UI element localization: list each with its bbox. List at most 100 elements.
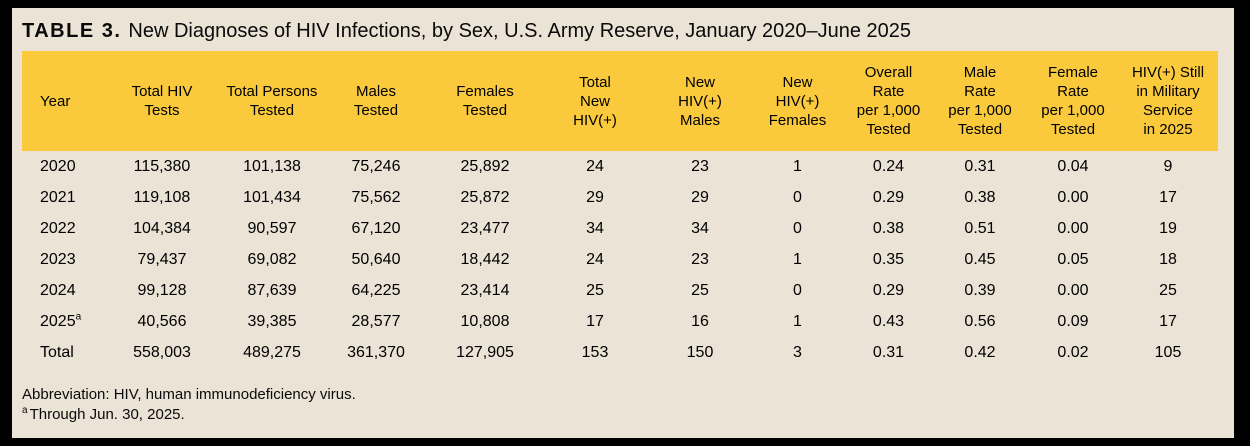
hiv-diagnoses-table: Year Total HIV Tests Total Persons Teste… [22, 51, 1218, 368]
column-header-male-rate: Male Rate per 1,000 Tested [932, 51, 1028, 151]
value-cell: 25 [1159, 281, 1177, 299]
value-cell: 28,577 [351, 312, 401, 330]
column-header-total-new-hiv: Total New HIV(+) [540, 51, 650, 151]
value-cell: 64,225 [351, 281, 401, 299]
value-cell: 40,566 [137, 312, 187, 330]
footnote-marker: a [75, 311, 82, 323]
footnote-line: a Through Jun. 30, 2025. [22, 405, 356, 425]
value-cell: 0.05 [1057, 250, 1089, 268]
value-cell: 50,640 [351, 250, 401, 268]
table-number-label: TABLE 3. [22, 20, 122, 42]
column-header-female-rate: Female Rate per 1,000 Tested [1028, 51, 1118, 151]
value-cell: 150 [686, 343, 714, 361]
value-cell: 0.09 [1057, 312, 1089, 330]
column-header-males-tested: Males Tested [322, 51, 430, 151]
footnote-marker: a [22, 405, 28, 416]
table-body: 2020 115,380 101,138 75,246 25,892 24 23 1 0.24 0… [22, 151, 1218, 368]
footnote-text: Through Jun. 30, 2025. [29, 406, 185, 423]
column-header-persons-tested: Total Persons Tested [222, 51, 322, 151]
value-cell: 3 [793, 343, 802, 361]
value-cell: 23 [691, 157, 709, 175]
value-cell: 0.00 [1057, 281, 1089, 299]
value-cell: 0.43 [872, 312, 905, 330]
row-label-cell: 2023 [40, 250, 76, 268]
value-cell: 0.45 [964, 250, 996, 268]
value-cell: 34 [691, 219, 709, 237]
column-header-year: Year [22, 51, 102, 151]
value-cell: 23,414 [460, 281, 510, 299]
value-cell: 25 [691, 281, 709, 299]
value-cell: 101,434 [243, 188, 301, 206]
value-cell: 1 [793, 312, 802, 330]
value-cell: 0 [793, 281, 802, 299]
value-cell: 0.42 [964, 343, 996, 361]
row-label-cell: Total [40, 343, 74, 361]
table-row: 2024 99,128 87,639 64,225 23,414 25 25 0 0.29 0.3… [22, 275, 1218, 306]
value-cell: 105 [1154, 343, 1182, 361]
value-cell: 17 [1159, 188, 1177, 206]
value-cell: 24 [586, 250, 604, 268]
value-cell: 9 [1163, 157, 1173, 175]
table-header-row: Year Total HIV Tests Total Persons Teste… [22, 51, 1218, 151]
value-cell: 25,872 [460, 188, 510, 206]
value-cell: 39,385 [247, 312, 297, 330]
row-label-cell: 2024 [40, 281, 76, 299]
value-cell: 361,370 [347, 343, 405, 361]
value-cell: 558,003 [133, 343, 191, 361]
value-cell: 1 [793, 157, 802, 175]
value-cell: 0.56 [964, 312, 996, 330]
value-cell: 24 [586, 157, 604, 175]
value-cell: 18 [1159, 250, 1177, 268]
value-cell: 16 [691, 312, 709, 330]
column-header-overall-rate: Overall Rate per 1,000 Tested [845, 51, 932, 151]
value-cell: 119,108 [133, 188, 191, 206]
footnotes: Abbreviation: HIV, human immunodeficienc… [22, 385, 356, 425]
abbreviation-note: Abbreviation: HIV, human immunodeficienc… [22, 386, 356, 403]
value-cell: 17 [1159, 312, 1177, 330]
column-header-total-hiv-tests: Total HIV Tests [102, 51, 222, 151]
value-cell: 127,905 [456, 343, 514, 361]
value-cell: 29 [586, 188, 604, 206]
value-cell: 0.29 [872, 188, 905, 206]
column-header-still-in-service: HIV(+) Still in Military Service in 2025 [1118, 51, 1218, 151]
value-cell: 25 [586, 281, 604, 299]
value-cell: 69,082 [247, 250, 297, 268]
column-header-new-hiv-males: New HIV(+) Males [650, 51, 750, 151]
table-row: 2021 119,108 101,434 75,562 25,872 29 29 0 0.29 0… [22, 182, 1218, 213]
value-cell: 489,275 [243, 343, 301, 361]
table-row: Total 558,003 489,275 361,370 127,905 153 150 3… [22, 337, 1218, 368]
value-cell: 115,380 [133, 157, 191, 175]
table-title-text: New Diagnoses of HIV Infections, by Sex,… [128, 20, 912, 42]
value-cell: 34 [586, 219, 604, 237]
table-row: 2022 104,384 90,597 67,120 23,477 34 34 0 0.38 0.… [22, 213, 1218, 244]
row-label-cell: 2020 [40, 157, 76, 175]
value-cell: 101,138 [243, 157, 301, 175]
value-cell: 17 [586, 312, 604, 330]
value-cell: 0.31 [872, 343, 905, 361]
value-cell: 0.00 [1057, 188, 1089, 206]
value-cell: 0.38 [872, 219, 905, 237]
row-label-cell: 2025a [40, 311, 82, 330]
table-figure: TABLE 3. New Diagnoses of HIV Infections,… [12, 8, 1234, 438]
value-cell: 0 [793, 188, 802, 206]
value-cell: 104,384 [133, 219, 191, 237]
value-cell: 23,477 [460, 219, 510, 237]
value-cell: 90,597 [247, 219, 297, 237]
value-cell: 19 [1159, 219, 1177, 237]
value-cell: 0.31 [964, 157, 996, 175]
value-cell: 18,442 [460, 250, 510, 268]
value-cell: 0.35 [872, 250, 905, 268]
value-cell: 0.51 [964, 219, 996, 237]
value-cell: 0.04 [1057, 157, 1089, 175]
value-cell: 23 [691, 250, 709, 268]
value-cell: 0.24 [872, 157, 905, 175]
table-row: 2025a 40,566 39,385 28,577 10,808 17 16 1 0.43 0.… [22, 306, 1218, 337]
table-row: 2020 115,380 101,138 75,246 25,892 24 23 1 0.24 0… [22, 151, 1218, 182]
value-cell: 153 [581, 343, 609, 361]
value-cell: 10,808 [460, 312, 510, 330]
value-cell: 87,639 [247, 281, 297, 299]
value-cell: 0.29 [872, 281, 905, 299]
value-cell: 0.00 [1057, 219, 1089, 237]
row-label-cell: 2021 [40, 188, 76, 206]
value-cell: 99,128 [137, 281, 187, 299]
